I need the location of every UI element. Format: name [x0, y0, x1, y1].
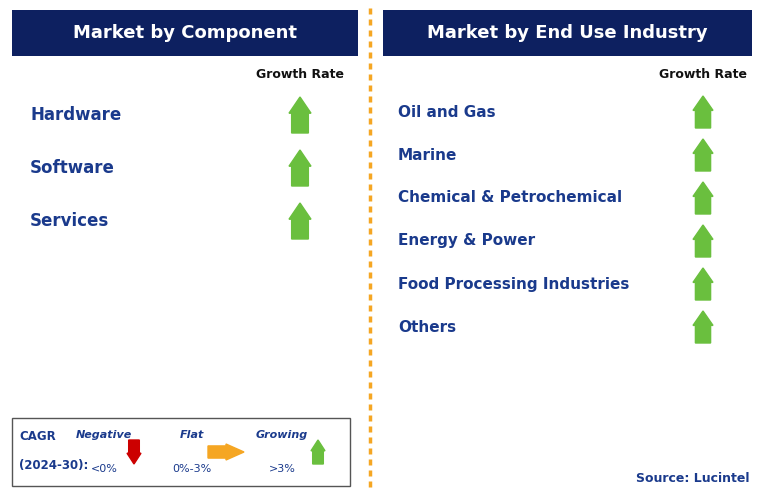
- Text: Marine: Marine: [398, 147, 458, 162]
- Text: Growing: Growing: [256, 430, 308, 440]
- Polygon shape: [693, 268, 713, 300]
- Text: Energy & Power: Energy & Power: [398, 233, 535, 248]
- Text: (2024-30):: (2024-30):: [19, 459, 88, 472]
- Text: Market by End Use Industry: Market by End Use Industry: [427, 24, 708, 42]
- Polygon shape: [693, 225, 713, 257]
- Polygon shape: [693, 96, 713, 128]
- Text: Market by Component: Market by Component: [73, 24, 297, 42]
- Text: Source: Lucintel: Source: Lucintel: [637, 471, 750, 484]
- FancyBboxPatch shape: [12, 10, 358, 56]
- Text: Services: Services: [30, 212, 109, 230]
- Text: <0%: <0%: [90, 464, 118, 474]
- Polygon shape: [289, 203, 311, 239]
- Text: >3%: >3%: [268, 464, 296, 474]
- Text: Chemical & Petrochemical: Chemical & Petrochemical: [398, 190, 622, 205]
- Polygon shape: [693, 182, 713, 214]
- Text: Software: Software: [30, 159, 115, 177]
- Text: Others: Others: [398, 320, 456, 335]
- Text: Growth Rate: Growth Rate: [659, 68, 747, 81]
- Text: Food Processing Industries: Food Processing Industries: [398, 277, 629, 292]
- Text: CAGR: CAGR: [19, 430, 55, 443]
- Text: Oil and Gas: Oil and Gas: [398, 105, 496, 120]
- Polygon shape: [311, 440, 325, 464]
- Text: Hardware: Hardware: [30, 106, 122, 124]
- Polygon shape: [127, 440, 141, 464]
- Polygon shape: [289, 150, 311, 186]
- Text: Flat: Flat: [180, 430, 204, 440]
- Text: 0%-3%: 0%-3%: [173, 464, 211, 474]
- FancyBboxPatch shape: [383, 10, 752, 56]
- Polygon shape: [289, 97, 311, 133]
- Text: Growth Rate: Growth Rate: [256, 68, 344, 81]
- Text: Negative: Negative: [76, 430, 132, 440]
- Polygon shape: [208, 444, 244, 460]
- Polygon shape: [693, 311, 713, 343]
- Polygon shape: [693, 139, 713, 171]
- FancyBboxPatch shape: [12, 418, 350, 486]
